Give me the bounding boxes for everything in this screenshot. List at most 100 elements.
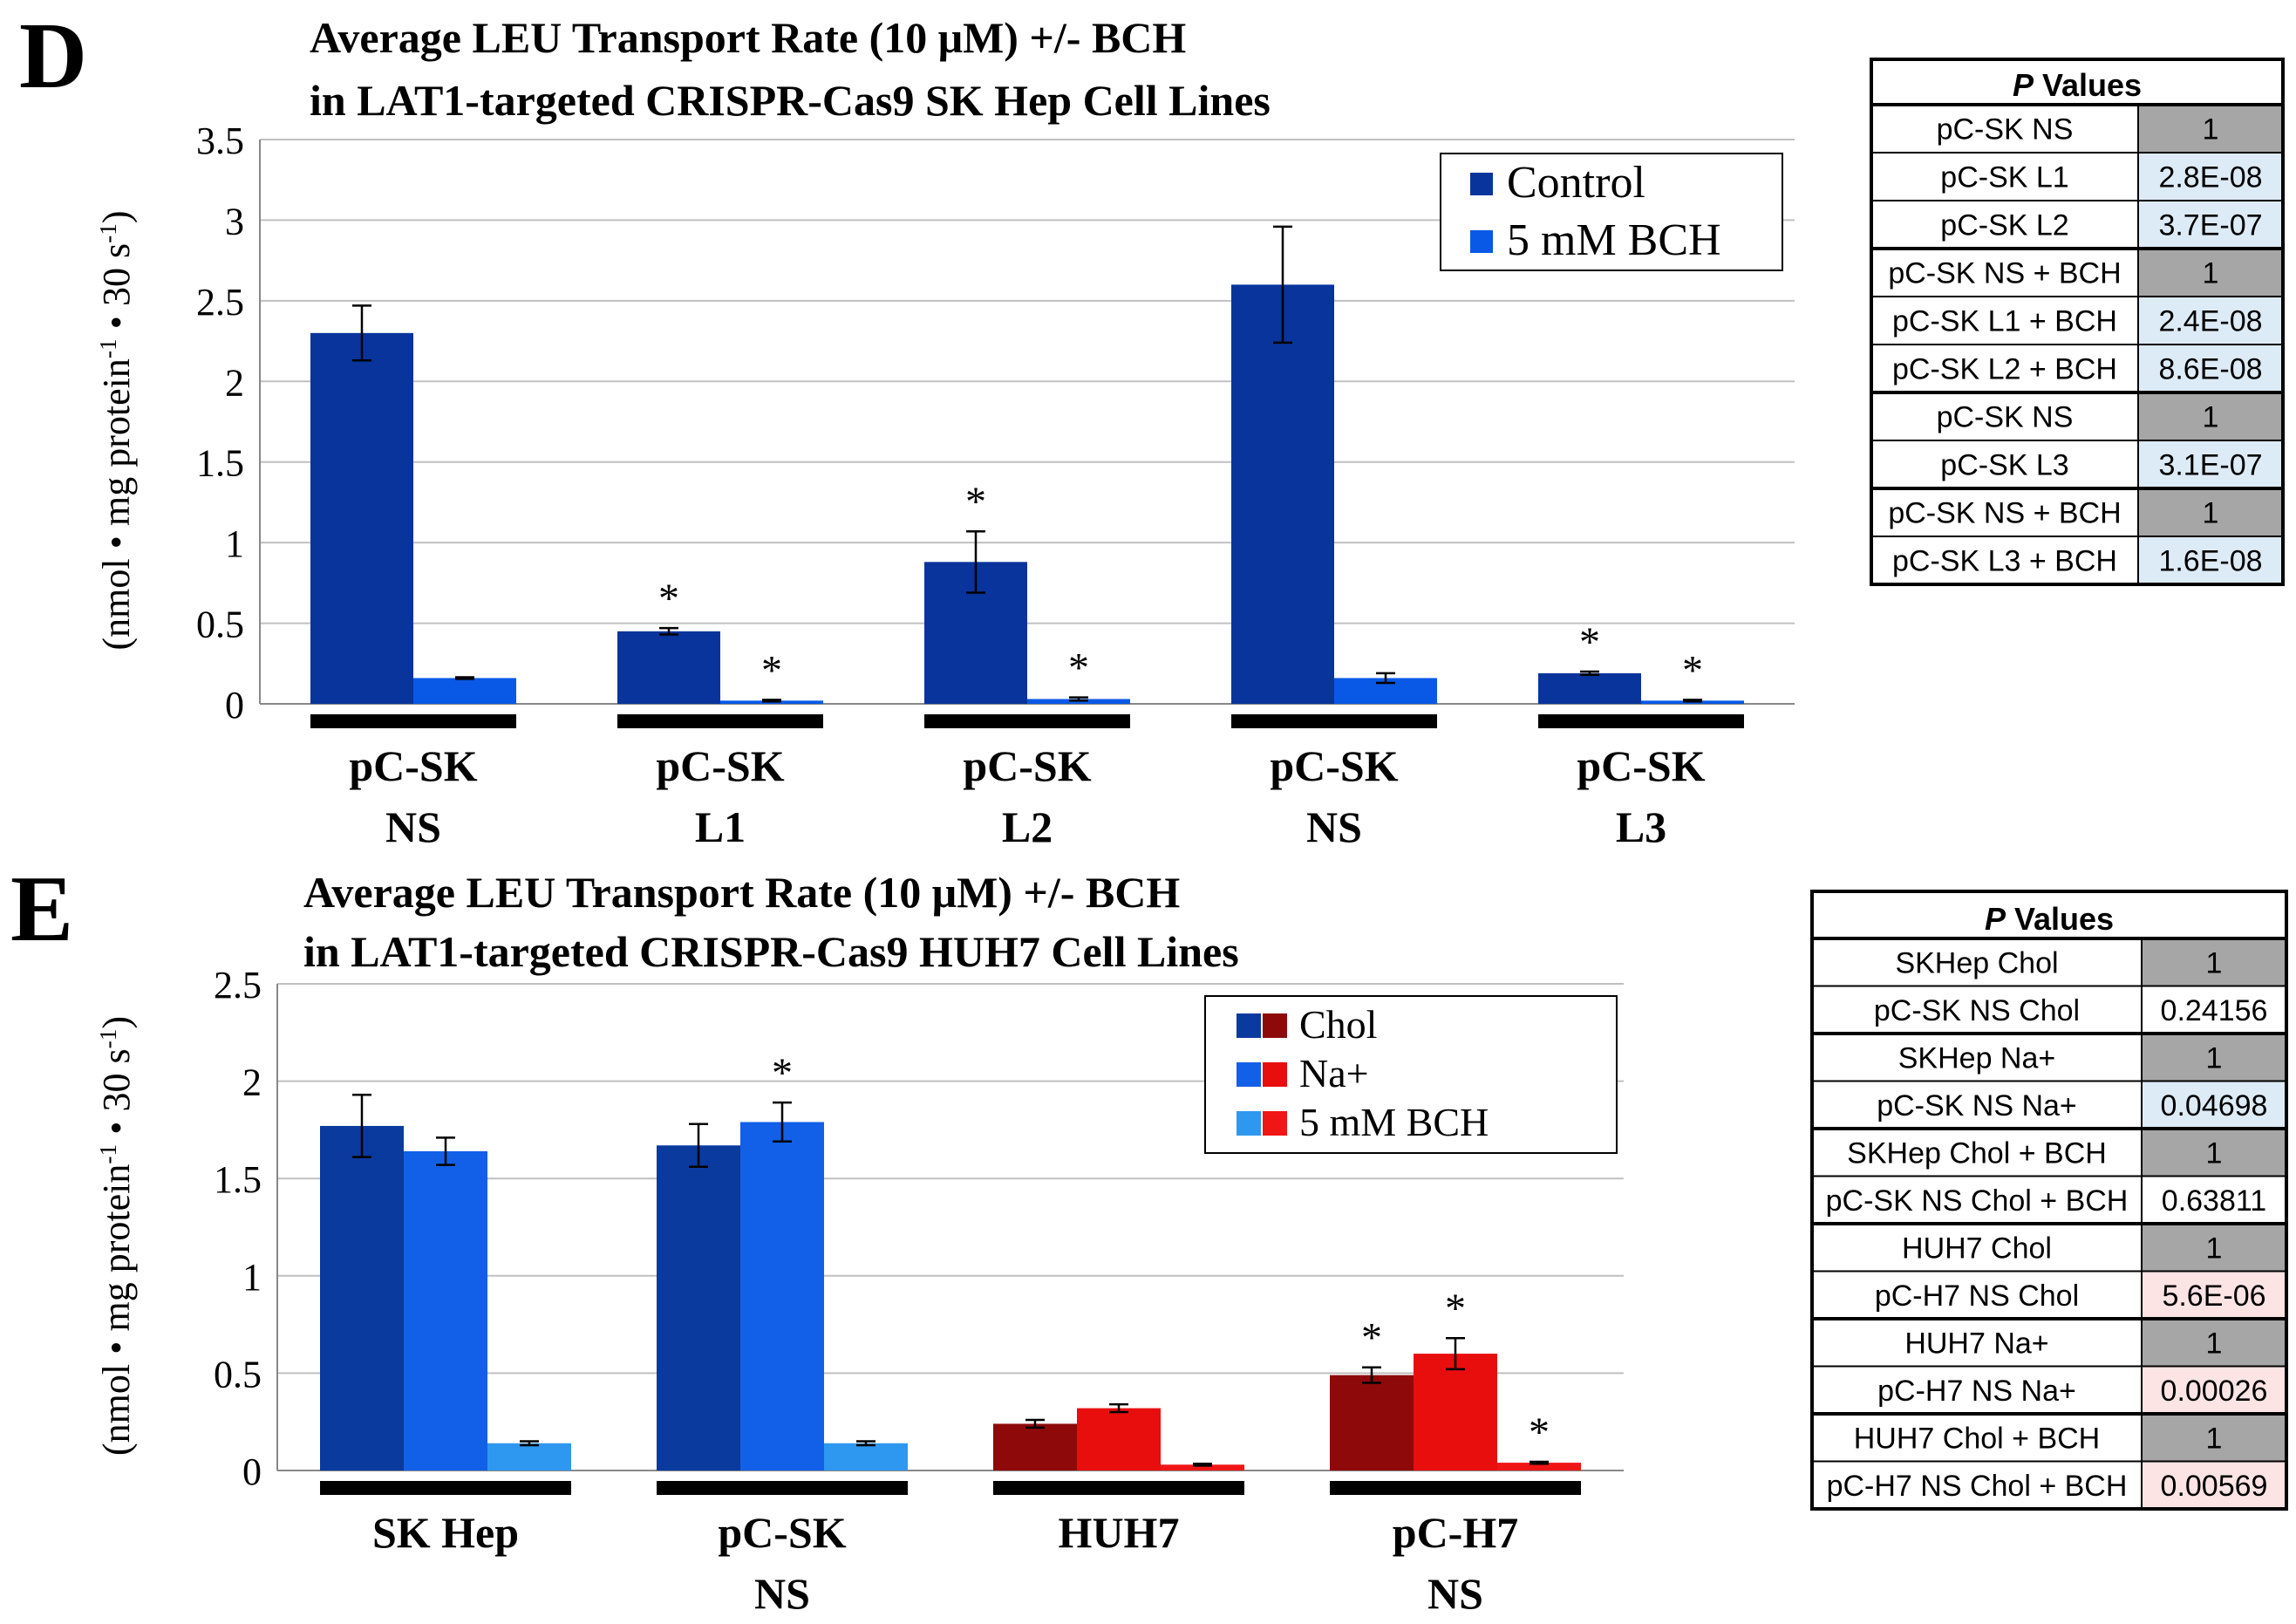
bar (1497, 1463, 1581, 1470)
category-label: L2 (1002, 802, 1053, 851)
table-label-cell (1811, 1080, 2143, 1129)
legend-swatch (1263, 1111, 1287, 1136)
group-bar (657, 1481, 908, 1495)
table-row-value: 1 (2206, 1041, 2223, 1075)
panel-e-title-line2: in LAT1-targeted CRISPR-Cas9 HUH7 Cell L… (303, 927, 1239, 976)
legend-swatch (1263, 1062, 1287, 1087)
legend-box (1440, 153, 1783, 271)
panel-e-title-line1: Average LEU Transport Rate (10 μM) +/- B… (303, 868, 1180, 917)
table-row-label: pC-SK NS (1937, 113, 2074, 147)
category-label: NS (754, 1569, 810, 1618)
table-row-label: pC-SK NS + BCH (1888, 497, 2121, 530)
bar (320, 1125, 404, 1470)
category-label: pC-SK (349, 741, 477, 790)
legend-d: Control 5 mM BCH (1440, 153, 1783, 271)
table-row-label: pC-SK L1 + BCH (1892, 305, 2117, 338)
table-row-value: 1 (2203, 113, 2219, 147)
group-bar (924, 714, 1130, 728)
group-bar (993, 1481, 1244, 1495)
category-label: L1 (695, 802, 746, 851)
table-value-cell (2137, 488, 2284, 537)
table-value-cell (2137, 248, 2284, 297)
table-label-cell (1870, 200, 2139, 249)
table-row-value: 1 (2203, 401, 2219, 434)
table-row-label: pC-SK L3 (1940, 449, 2068, 482)
table-header-cell (1810, 890, 2288, 940)
table-row-value: 0.04698 (2161, 1089, 2268, 1122)
table-row-value: 1 (2206, 1232, 2223, 1265)
significance-star: * (658, 576, 679, 622)
significance-star: * (1361, 1315, 1382, 1361)
legend-swatch (1470, 230, 1493, 253)
table-row-value: 2.8E-08 (2158, 161, 2262, 194)
legend-swatch (1470, 173, 1493, 195)
category-label: NS (1427, 1569, 1483, 1618)
table-row-label: SKHep Chol + BCH (1847, 1136, 2107, 1170)
table-value-cell (2137, 440, 2284, 489)
significance-star: * (1579, 619, 1600, 665)
table-row-label: pC-SK NS (1937, 401, 2074, 434)
y-tick-label: 1 (225, 522, 244, 565)
table-value-cell (2141, 1318, 2287, 1368)
table-row-label: HUH7 Chol + BCH (1854, 1422, 2100, 1455)
bar (824, 1443, 908, 1470)
table-row-value: 3.7E-07 (2158, 209, 2262, 242)
table-border (1870, 58, 2285, 586)
table-row-label: pC-SK L2 (1940, 209, 2068, 242)
panel-d-title-line2: in LAT1-targeted CRISPR-Cas9 SK Hep Cell… (310, 76, 1271, 125)
table-value-cell (2141, 1175, 2287, 1225)
legend-swatch (1237, 1062, 1261, 1087)
bar (993, 1423, 1077, 1470)
legend-label: Chol (1299, 1002, 1377, 1047)
table-value-cell (2137, 152, 2284, 201)
panel-d-letter: D (19, 4, 87, 108)
table-row-label: pC-H7 NS Chol (1875, 1279, 2079, 1313)
significance-star: * (761, 647, 782, 693)
table-row-value: 2.4E-08 (2158, 305, 2262, 338)
bar (1161, 1464, 1244, 1470)
table-row-value: 1 (2206, 946, 2223, 979)
y-tick-label: 0 (225, 684, 244, 727)
bar (1330, 1375, 1414, 1470)
table-row-value: 0.63811 (2162, 1184, 2266, 1218)
table-row-label: pC-SK NS Chol (1874, 994, 2080, 1027)
chart-e: 0 0.5 1 1.5 2 2.5 (nmol • mg protein-1 • 30 s-… (95, 964, 1624, 1618)
bar (413, 678, 516, 704)
bar (1077, 1408, 1161, 1470)
chart-d: 0 0.5 1 1.5 2 2.5 3 3.5 (nmol • mg protein-1 • 3… (95, 119, 1795, 851)
bar (487, 1443, 571, 1470)
panel-e-letter: E (10, 857, 73, 961)
p-values-table-e: P Values SKHep Chol 1 pC-SK NS Chol 0.24156 S… (1810, 890, 2288, 1511)
table-value-cell (2141, 938, 2287, 987)
table-label-cell (1870, 248, 2139, 297)
bar (740, 1122, 824, 1470)
table-row-value: 3.1E-07 (2158, 449, 2262, 482)
panel-d-title-line1: Average LEU Transport Rate (10 μM) +/- B… (310, 13, 1186, 62)
table-row-value: 1 (2203, 257, 2219, 290)
group-bar (1538, 714, 1744, 728)
legend-swatch (1237, 1013, 1261, 1038)
table-label-cell (1811, 1128, 2143, 1177)
table-row-value: 0.24156 (2161, 994, 2268, 1027)
legend-label: Na+ (1299, 1051, 1369, 1095)
table-label-cell (1811, 1033, 2143, 1082)
table-row-value: 1 (2206, 1136, 2223, 1170)
y-tick-label: 3.5 (196, 119, 244, 162)
p-values-table-d: P Values pC-SK NS 1 pC-SK L1 2.8E-08 pC-SK L2… (1870, 58, 2285, 586)
legend-label: Control (1507, 158, 1645, 208)
legend-label: 5 mM BCH (1299, 1100, 1489, 1144)
table-row-value: 0.00569 (2161, 1470, 2268, 1503)
table-row-label: pC-H7 NS Chol + BCH (1827, 1470, 2128, 1503)
category-label: NS (385, 802, 441, 851)
bar (1538, 672, 1641, 704)
legend-swatch (1263, 1013, 1287, 1038)
category-label: pC-SK (1577, 741, 1705, 790)
significance-star: * (1529, 1409, 1550, 1456)
table-value-cell (2137, 200, 2284, 249)
table-row-label: SKHep Chol (1895, 946, 2058, 979)
legend-swatch (1237, 1111, 1261, 1136)
category-label: pC-H7 (1393, 1508, 1518, 1557)
table-value-cell (2137, 344, 2284, 393)
group-bar (1330, 1481, 1581, 1495)
